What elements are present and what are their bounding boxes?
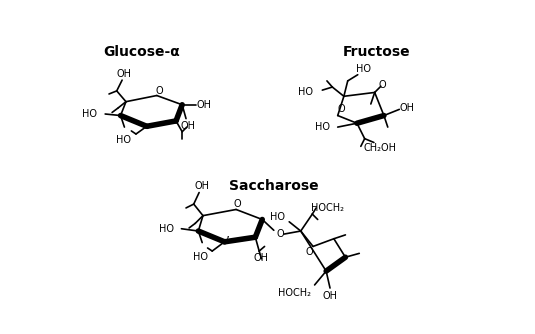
Text: OH: OH xyxy=(195,181,210,191)
Text: HO: HO xyxy=(315,122,330,132)
Text: HOCH₂: HOCH₂ xyxy=(278,288,311,298)
Text: OH: OH xyxy=(117,69,132,79)
Text: HO: HO xyxy=(159,224,174,234)
Text: HO: HO xyxy=(193,252,208,262)
Text: O: O xyxy=(234,199,241,209)
Text: OH: OH xyxy=(181,121,196,131)
Text: OH: OH xyxy=(254,253,269,263)
Text: OH: OH xyxy=(323,291,338,301)
Text: O: O xyxy=(155,86,163,96)
Text: HO: HO xyxy=(298,87,313,97)
Text: HO: HO xyxy=(356,64,371,74)
Text: O: O xyxy=(305,247,313,257)
Text: HO: HO xyxy=(116,135,132,145)
Text: CH₂OH: CH₂OH xyxy=(364,143,396,153)
Text: O: O xyxy=(276,229,284,239)
Text: O: O xyxy=(379,80,386,90)
Text: OH: OH xyxy=(196,100,211,110)
Text: OH: OH xyxy=(400,103,415,113)
Text: Glucose-α: Glucose-α xyxy=(103,45,180,59)
Text: HOCH₂: HOCH₂ xyxy=(311,203,344,213)
Text: HO: HO xyxy=(270,212,285,222)
Text: O: O xyxy=(338,105,346,114)
Text: Saccharose: Saccharose xyxy=(229,179,319,193)
Text: ’: ’ xyxy=(226,234,231,247)
Text: HO: HO xyxy=(82,109,97,119)
Text: Fructose: Fructose xyxy=(342,45,410,59)
Text: ’: ’ xyxy=(148,121,152,134)
